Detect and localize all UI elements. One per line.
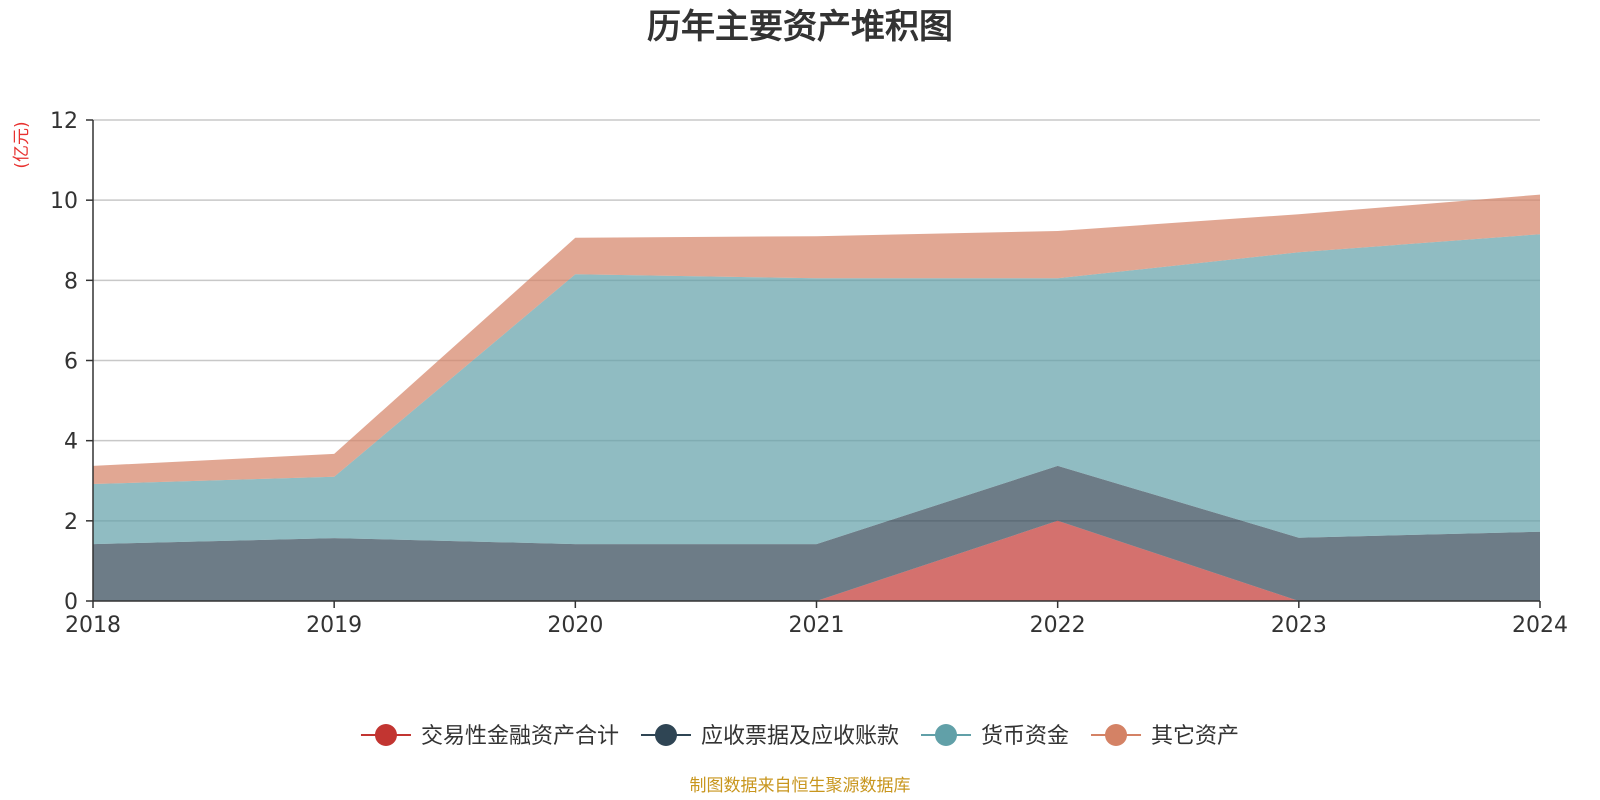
y-tick-label: 2 [64, 510, 78, 535]
y-tick-label: 8 [64, 269, 78, 294]
legend-circle-icon [654, 724, 677, 746]
x-tick-label: 2019 [306, 613, 362, 638]
legend-label: 应收票据及应收账款 [701, 724, 899, 749]
legend-item-3[interactable]: 其它资产 [1091, 724, 1239, 749]
legend-circle-icon [1105, 724, 1128, 746]
x-tick-label: 2021 [789, 613, 845, 638]
x-tick-label: 2024 [1512, 613, 1568, 638]
legend-item-1[interactable]: 应收票据及应收账款 [640, 724, 899, 749]
data-source-note: 制图数据来自恒生聚源数据库 [690, 776, 911, 796]
legend-item-0[interactable]: 交易性金融资产合计 [360, 724, 619, 749]
legend-circle-icon [374, 724, 397, 746]
axes: 0 2 4 6 8 10 12 2018 2019 2020 2021 2022 2023 2024 [50, 109, 1568, 638]
y-axis-unit-label: (亿元) [12, 121, 32, 168]
x-tick-label: 2018 [65, 613, 121, 638]
legend-label: 其它资产 [1151, 724, 1239, 749]
x-tick-label: 2023 [1271, 613, 1327, 638]
legend: 交易性金融资产合计 应收票据及应收账款 货币资金 其它资产 [360, 724, 1239, 749]
area-series-0 [93, 520, 1540, 601]
y-tick-label: 4 [64, 430, 78, 455]
legend-label: 交易性金融资产合计 [421, 724, 619, 749]
area-series-3 [93, 194, 1540, 484]
legend-label: 货币资金 [981, 724, 1069, 749]
y-tick-label: 0 [64, 590, 78, 615]
legend-item-2[interactable]: 货币资金 [921, 724, 1069, 749]
legend-circle-icon [935, 724, 957, 746]
area-series-layer [93, 194, 1540, 601]
chart-title: 历年主要资产堆积图 [647, 7, 953, 47]
y-tick-label: 12 [50, 109, 78, 134]
y-tick-label: 6 [64, 350, 78, 375]
x-tick-label: 2022 [1030, 613, 1086, 638]
y-tick-label: 10 [50, 189, 78, 214]
area-series-2 [93, 234, 1540, 545]
area-series-1 [93, 465, 1540, 601]
x-tick-label: 2020 [547, 613, 603, 638]
